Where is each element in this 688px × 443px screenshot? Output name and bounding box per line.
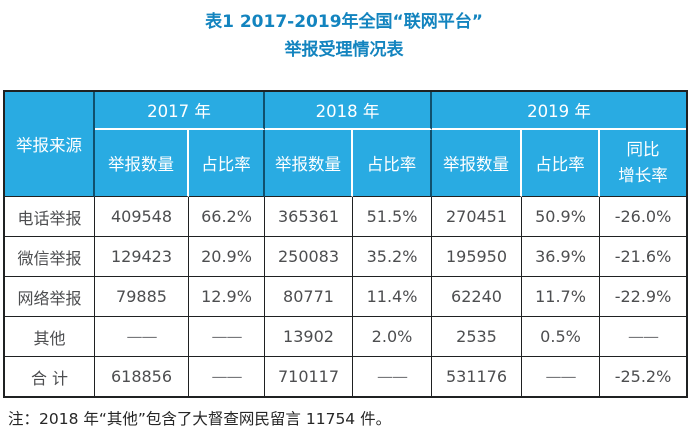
row-label: 合 计 xyxy=(5,357,95,396)
header-2019-share: 占比率 xyxy=(522,130,600,197)
table-cell: 13902 xyxy=(265,317,353,357)
table-cell: 129423 xyxy=(95,237,189,277)
table-row-other: 其他 —— —— 13902 2.0% 2535 0.5% —— xyxy=(5,317,686,357)
table-title-line1: 表1 2017-2019年全国“联网平台” xyxy=(205,12,483,32)
table-cell: -21.6% xyxy=(600,237,686,277)
table-cell: 11.4% xyxy=(353,277,432,317)
header-2019-report-count: 举报数量 xyxy=(432,130,522,197)
table-cell: 35.2% xyxy=(353,237,432,277)
table-cell: -25.2% xyxy=(600,357,686,396)
table-cell: —— xyxy=(353,357,432,396)
row-label: 网络举报 xyxy=(5,277,95,317)
table-cell: 50.9% xyxy=(522,197,600,237)
table-cell: 62240 xyxy=(432,277,522,317)
table-cell: 250083 xyxy=(265,237,353,277)
table-cell: 409548 xyxy=(95,197,189,237)
table-row-phone: 电话举报 409548 66.2% 365361 51.5% 270451 50… xyxy=(5,197,686,237)
table-cell: —— xyxy=(189,357,265,396)
table-cell: 36.9% xyxy=(522,237,600,277)
header-year-2018: 2018 年 xyxy=(265,92,432,130)
table-cell: —— xyxy=(600,317,686,357)
table-row-web: 网络举报 79885 12.9% 80771 11.4% 62240 11.7%… xyxy=(5,277,686,317)
table-cell: -22.9% xyxy=(600,277,686,317)
table-cell: 195950 xyxy=(432,237,522,277)
table-cell: 531176 xyxy=(432,357,522,396)
table-cell: —— xyxy=(522,357,600,396)
table-cell: —— xyxy=(95,317,189,357)
table-cell: 270451 xyxy=(432,197,522,237)
header-row-metrics: 举报数量 占比率 举报数量 占比率 举报数量 占比率 同比 增长率 xyxy=(5,130,686,197)
table-cell: —— xyxy=(189,317,265,357)
row-label: 电话举报 xyxy=(5,197,95,237)
header-year-2019: 2019 年 xyxy=(432,92,686,130)
header-2017-share: 占比率 xyxy=(189,130,265,197)
table-title-line2: 举报受理情况表 xyxy=(284,40,404,60)
table-row-wechat: 微信举报 129423 20.9% 250083 35.2% 195950 36… xyxy=(5,237,686,277)
table-cell: 20.9% xyxy=(189,237,265,277)
table-cell: -26.0% xyxy=(600,197,686,237)
header-2019-yoy-growth: 同比 增长率 xyxy=(600,130,686,197)
table-cell: 66.2% xyxy=(189,197,265,237)
table-cell: 2535 xyxy=(432,317,522,357)
header-year-2017: 2017 年 xyxy=(95,92,265,130)
table-cell: 12.9% xyxy=(189,277,265,317)
header-2018-report-count: 举报数量 xyxy=(265,130,353,197)
footnote: 注：2018 年“其他”包含了大督查网民留言 11754 件。 xyxy=(8,410,392,428)
header-row-years: 举报来源 2017 年 2018 年 2019 年 xyxy=(5,92,686,197)
table-title: 表1 2017-2019年全国“联网平台” 举报受理情况表 xyxy=(0,0,688,64)
table-cell: 80771 xyxy=(265,277,353,317)
table-cell: 710117 xyxy=(265,357,353,396)
row-label: 其他 xyxy=(5,317,95,357)
report-table: 举报来源 2017 年 2018 年 2019 年 举报数量 占比率 举报数量 … xyxy=(3,90,688,398)
header-report-source: 举报来源 xyxy=(5,92,95,197)
header-2018-share: 占比率 xyxy=(353,130,432,197)
table-cell: 51.5% xyxy=(353,197,432,237)
table-cell: 618856 xyxy=(95,357,189,396)
table-cell: 11.7% xyxy=(522,277,600,317)
table-cell: 0.5% xyxy=(522,317,600,357)
table-cell: 79885 xyxy=(95,277,189,317)
table-cell: 365361 xyxy=(265,197,353,237)
row-label: 微信举报 xyxy=(5,237,95,277)
table-cell: 2.0% xyxy=(353,317,432,357)
header-2017-report-count: 举报数量 xyxy=(95,130,189,197)
table-row-total: 合 计 618856 —— 710117 —— 531176 —— -25.2% xyxy=(5,357,686,396)
